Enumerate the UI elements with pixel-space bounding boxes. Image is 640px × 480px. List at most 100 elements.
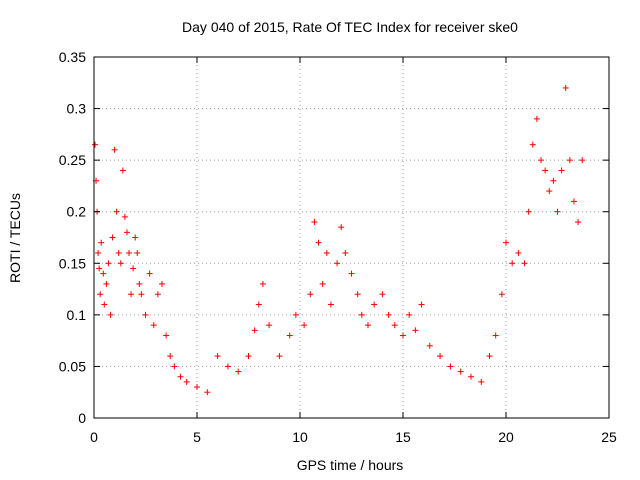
data-point <box>385 311 392 318</box>
data-point <box>100 270 107 277</box>
y-tick-label: 0.2 <box>67 204 87 220</box>
data-point <box>92 141 99 148</box>
data-point <box>412 327 419 334</box>
data-point <box>132 234 139 241</box>
y-tick-labels: 0 0.05 0.1 0.15 0.2 0.25 0.3 0.35 <box>59 49 86 426</box>
data-point <box>128 291 135 298</box>
data-point <box>327 301 334 308</box>
data-point <box>255 301 262 308</box>
data-point <box>259 280 266 287</box>
data-point <box>109 234 116 241</box>
data-point <box>111 146 118 153</box>
data-point <box>558 167 565 174</box>
chart-title: Day 040 of 2015, Rate Of TEC Index for r… <box>182 19 518 35</box>
data-point <box>194 384 200 391</box>
data-point <box>235 368 242 375</box>
data-point <box>538 157 545 164</box>
data-points <box>92 84 586 396</box>
x-axis-label: GPS time / hours <box>297 457 404 473</box>
data-point <box>546 188 553 195</box>
data-point <box>509 260 516 267</box>
data-point <box>150 322 157 329</box>
data-point <box>286 332 293 339</box>
data-point <box>498 291 505 298</box>
data-point <box>562 84 569 91</box>
data-point <box>107 311 114 318</box>
data-point <box>266 322 273 329</box>
data-point <box>391 322 398 329</box>
y-tick-label: 0.05 <box>59 358 86 374</box>
data-point <box>342 249 349 256</box>
data-point <box>334 260 341 267</box>
data-point <box>566 157 573 164</box>
data-point <box>113 208 120 215</box>
data-point <box>533 115 540 122</box>
data-point <box>525 208 532 215</box>
y-tick-label: 0 <box>78 410 86 426</box>
data-point <box>204 389 211 396</box>
y-tick-label: 0.25 <box>59 152 86 168</box>
data-point <box>486 353 493 360</box>
data-point <box>418 301 425 308</box>
x-tick-label: 20 <box>498 429 514 445</box>
data-point <box>575 219 582 226</box>
data-point <box>158 280 165 287</box>
data-point <box>117 260 124 267</box>
plot-frame <box>93 56 610 419</box>
x-tick-label: 5 <box>193 429 201 445</box>
y-tick-label: 0.35 <box>59 49 86 65</box>
data-point <box>467 373 474 380</box>
data-point <box>515 249 522 256</box>
data-point <box>323 249 330 256</box>
data-point <box>406 311 413 318</box>
data-point <box>224 363 231 370</box>
data-point <box>142 311 149 318</box>
y-tick-label: 0.15 <box>59 255 86 271</box>
data-point <box>96 265 103 272</box>
data-point <box>379 291 386 298</box>
data-point <box>214 353 221 360</box>
data-point <box>119 167 126 174</box>
data-point <box>319 280 326 287</box>
data-point <box>554 208 561 215</box>
data-point <box>121 213 128 220</box>
data-point <box>167 353 174 360</box>
data-point <box>437 353 444 360</box>
data-point <box>292 311 299 318</box>
x-tick-label: 15 <box>395 429 411 445</box>
data-point <box>371 301 378 308</box>
data-point <box>348 270 355 277</box>
data-point <box>97 291 104 298</box>
x-tick-labels: 0 5 10 15 20 25 <box>90 429 617 445</box>
data-point <box>492 332 499 339</box>
data-point <box>338 224 345 231</box>
data-point <box>115 249 122 256</box>
x-tick-label: 0 <box>90 429 98 445</box>
data-point <box>130 265 137 272</box>
data-point <box>364 322 371 329</box>
grid-lines <box>94 57 609 418</box>
data-point <box>307 291 314 298</box>
data-point <box>529 141 536 148</box>
data-point <box>171 363 178 370</box>
data-point <box>251 327 258 334</box>
y-tick-label: 0.3 <box>67 101 87 117</box>
data-point <box>542 167 549 174</box>
data-point <box>311 219 318 226</box>
data-point <box>163 332 170 339</box>
data-point <box>478 378 485 385</box>
data-point <box>579 157 586 164</box>
data-point <box>138 291 145 298</box>
data-point <box>245 353 252 360</box>
tick-marks <box>93 56 610 419</box>
data-point <box>315 239 322 246</box>
y-tick-label: 0.1 <box>67 307 87 323</box>
y-axis-label: ROTI / TECUs <box>7 193 23 283</box>
data-point <box>154 291 161 298</box>
data-point <box>447 363 454 370</box>
data-point <box>146 270 153 277</box>
data-point <box>134 249 141 256</box>
data-point <box>103 280 110 287</box>
data-point <box>457 368 464 375</box>
